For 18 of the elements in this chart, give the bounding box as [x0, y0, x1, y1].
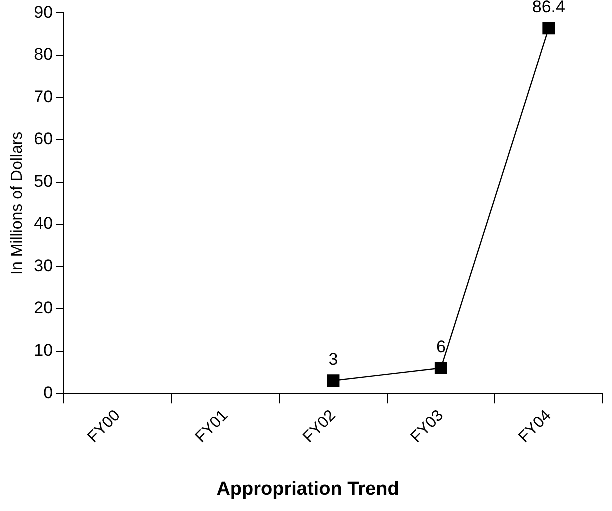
text: Appropriation Trend [216, 478, 400, 500]
y-tick-label: 50 [34, 172, 54, 191]
point [542, 22, 556, 35]
y-axis-title: In Millions of Dollars [9, 132, 26, 275]
y-tick-label: 70 [34, 87, 54, 106]
y-tick-label: 40 [34, 214, 54, 234]
y-tick-label: 20 [34, 298, 54, 318]
y-tick-label: 80 [34, 45, 54, 64]
data-label: 3 [328, 350, 338, 370]
point [434, 362, 448, 374]
data-label: 6 [436, 337, 446, 356]
y-tick-label: 90 [34, 2, 54, 22]
data-label: 86.4 [532, 0, 566, 17]
y-tick-label: 10 [34, 341, 54, 360]
y-tick-label: 60 [34, 130, 54, 149]
point [327, 374, 340, 388]
y-tick-label: 30 [34, 256, 54, 276]
y-tick-label: 0 [44, 383, 54, 402]
